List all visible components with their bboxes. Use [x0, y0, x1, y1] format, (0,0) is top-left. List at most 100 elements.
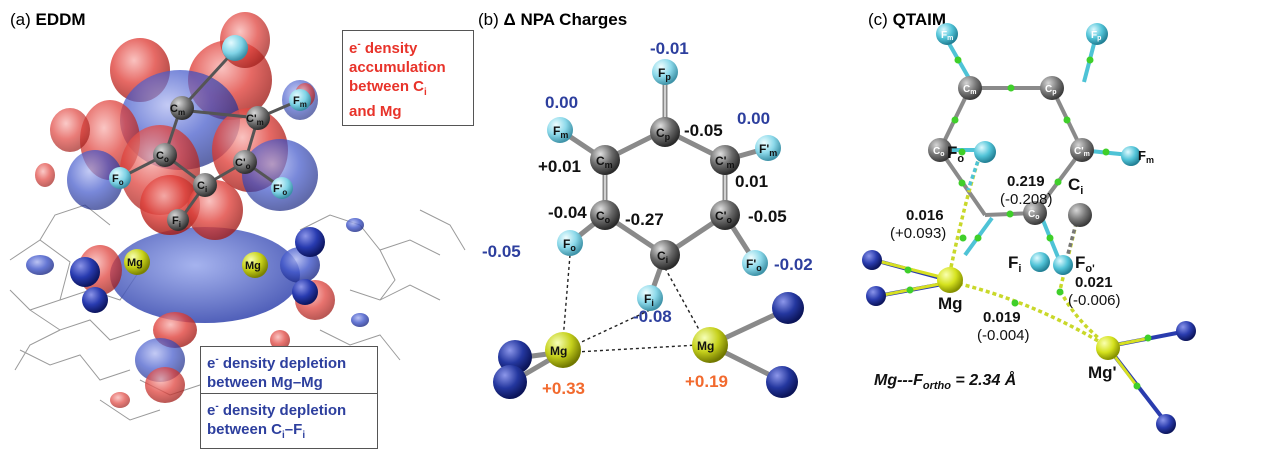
qt-atom-n3	[1176, 321, 1196, 341]
npa-label-fi: Fi	[644, 292, 654, 308]
qt-label-cm: Cm	[963, 84, 976, 96]
qt-label-ci: Ci	[1068, 175, 1083, 197]
panel-a-eddm: (a) EDDM	[0, 0, 474, 449]
label-cm: Cm	[170, 103, 185, 117]
qt-value-4-paren: (-0.004)	[977, 327, 1030, 344]
qt-value-2: 0.219	[1007, 173, 1045, 190]
qtaim-figure: Fm Fp Cm Cp Co C'm Co Fm Fo Ci Fi Fo' Mg…	[862, 23, 1196, 434]
label-fop: F'o	[273, 183, 287, 197]
npa-label-fmp: F'm	[759, 142, 777, 158]
qt-atom-mg	[937, 267, 963, 293]
panel-b-title: (b) Δ NPA Charges	[478, 10, 627, 30]
label-mg2: Mg	[245, 260, 261, 272]
accumulation-box: e- density accumulation between Ci and M…	[342, 30, 474, 126]
panel-c-letter: (c)	[868, 10, 888, 29]
panel-a-title: (a) EDDM	[10, 10, 86, 30]
npa-atom-cmp	[710, 145, 740, 175]
qt-atom-co2	[1023, 201, 1047, 225]
qt-value-3-paren: (-0.006)	[1068, 292, 1121, 309]
npa-label-cmp: C'm	[715, 154, 735, 170]
npa-label-co: Co	[596, 209, 611, 225]
depletion-lobe-mg-mg	[110, 227, 300, 323]
qt-atom-cmp	[1070, 138, 1094, 162]
charge-mg2: +0.19	[685, 372, 728, 391]
npa-label-cp: Cp	[656, 126, 671, 142]
panel-b-npa: (b) Δ NPA Charges	[470, 0, 860, 442]
qt-label-cmp: C'm	[1074, 146, 1090, 158]
npa-label-ci: Ci	[657, 249, 668, 265]
density-lobes	[26, 12, 369, 408]
atom-n1	[70, 257, 100, 287]
qt-value-1-paren: (+0.093)	[890, 225, 946, 242]
qt-label-cp: Cp	[1045, 84, 1057, 96]
bond-critical-points	[904, 56, 1152, 390]
npa-atom-fi	[637, 285, 663, 311]
qt-atom-ci	[1068, 203, 1092, 227]
npa-label-cop: C'o	[715, 209, 733, 225]
label-ci: Ci	[197, 180, 207, 194]
atom-mg2	[242, 252, 268, 278]
npa-label-fo: Fo	[563, 237, 576, 253]
label-cmp: C'm	[246, 113, 264, 127]
charge-cmp: 0.01	[735, 172, 768, 191]
charge-fi: -0.08	[633, 307, 672, 326]
npa-label-fp: Fp	[658, 66, 671, 82]
npa-label-mg1: Mg	[550, 344, 567, 358]
npa-atom-co	[590, 200, 620, 230]
atom-mg1	[124, 249, 150, 275]
panel-a-heading: EDDM	[35, 10, 86, 29]
atom-cop	[233, 150, 257, 174]
label-fo: Fo	[112, 173, 124, 187]
atom-fo	[109, 167, 131, 189]
atom-n2	[82, 287, 108, 313]
qt-value-1: 0.016	[906, 207, 944, 224]
npa-label-fm: Fm	[553, 124, 568, 140]
qt-label-co: Co	[933, 146, 945, 158]
npa-atom-mg1	[545, 332, 581, 368]
npa-atom-fmp	[755, 135, 781, 161]
npa-label-fop: F'o	[746, 257, 762, 273]
panel-c-title: (c) QTAIM	[868, 10, 946, 30]
npa-label-mg2: Mg	[697, 339, 714, 353]
npa-atom-cm	[590, 145, 620, 175]
qt-label-fo: Fo	[947, 143, 964, 165]
npa-atom-n3	[772, 292, 804, 324]
qt-value-3: 0.021	[1075, 274, 1113, 291]
qt-label-fi: Fi	[1008, 253, 1021, 275]
npa-atom-fm	[547, 117, 573, 143]
label-fi: Fi	[172, 215, 181, 229]
atom-f-para	[222, 35, 248, 61]
depletion-box-ci-fi: e- density depletion between Ci–Fi	[200, 393, 378, 449]
charge-ci: -0.27	[625, 210, 664, 229]
qt-atom-fo	[974, 141, 996, 163]
npa-atom-cop	[710, 200, 740, 230]
charge-cp: -0.05	[684, 121, 723, 140]
charge-fo: -0.05	[482, 242, 521, 261]
panel-b-letter: (b)	[478, 10, 499, 29]
eddm-figure: Cm C'm Fm Co C'o Fo Ci F'o Fi Mg Mg	[9, 12, 466, 421]
qt-label-fm: Fm	[941, 30, 953, 42]
charge-fmp: 0.00	[737, 109, 770, 128]
npa-figure: Fp Cp Fm F'm Cm C'm Co C'o Fo F'o Ci Fi …	[482, 39, 813, 399]
atom-cm	[170, 96, 194, 120]
charge-mg1: +0.33	[542, 379, 585, 398]
qt-atom-fi	[1030, 252, 1050, 272]
qt-atom-fm	[936, 23, 958, 45]
atom-fop	[271, 177, 293, 199]
panel-c-qtaim: (c) QTAIM	[860, 0, 1274, 442]
label-mg1: Mg	[127, 257, 143, 269]
label-fm: Fm	[293, 95, 307, 109]
atom-ci	[193, 173, 217, 197]
charge-fp: -0.01	[650, 39, 689, 58]
qt-atom-fop	[1053, 255, 1073, 275]
qt-atom-n2	[866, 286, 886, 306]
npa-atom-fo	[557, 230, 583, 256]
atom-n4	[292, 279, 318, 305]
npa-contacts	[562, 254, 703, 353]
npa-atom-ci	[650, 240, 680, 270]
qt-atom-fp	[1086, 23, 1108, 45]
label-co: Co	[156, 150, 169, 164]
atom-co	[153, 143, 177, 167]
panel-c-heading: QTAIM	[892, 10, 947, 29]
qt-atom-fr	[1121, 146, 1141, 166]
